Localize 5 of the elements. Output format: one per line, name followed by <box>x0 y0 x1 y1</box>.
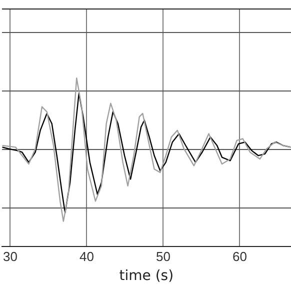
x-tick-label: 50 <box>156 248 170 264</box>
x-axis-title: time (s) <box>119 268 174 284</box>
x-tick-label: 30 <box>2 248 18 264</box>
x-tick-label: 60 <box>232 248 247 264</box>
x-tick-label: 40 <box>80 248 94 264</box>
